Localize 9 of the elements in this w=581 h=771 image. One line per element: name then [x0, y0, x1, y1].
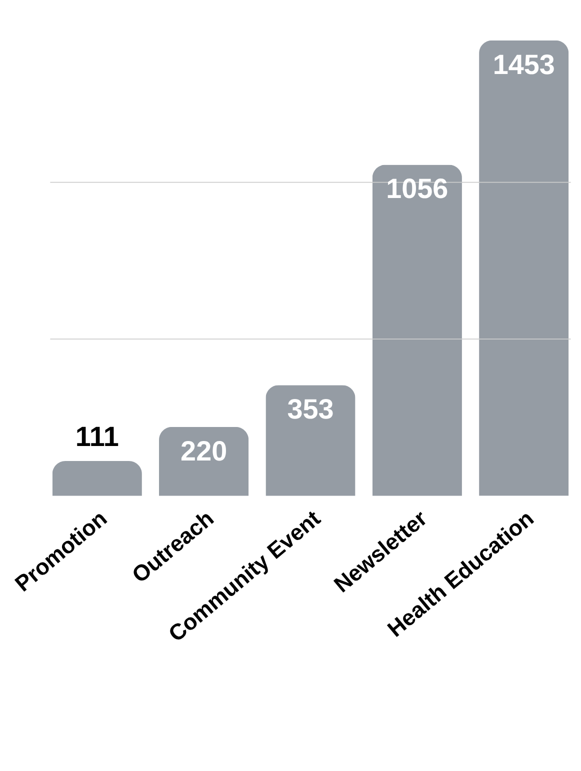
data-label: 220	[180, 435, 228, 466]
bar	[266, 385, 356, 496]
bar	[52, 461, 142, 496]
data-label: 111	[75, 421, 119, 452]
data-label: 353	[287, 394, 334, 425]
data-label: 1056	[386, 173, 448, 204]
data-label: 1453	[492, 48, 555, 80]
bar	[372, 164, 462, 496]
bar	[479, 40, 569, 496]
